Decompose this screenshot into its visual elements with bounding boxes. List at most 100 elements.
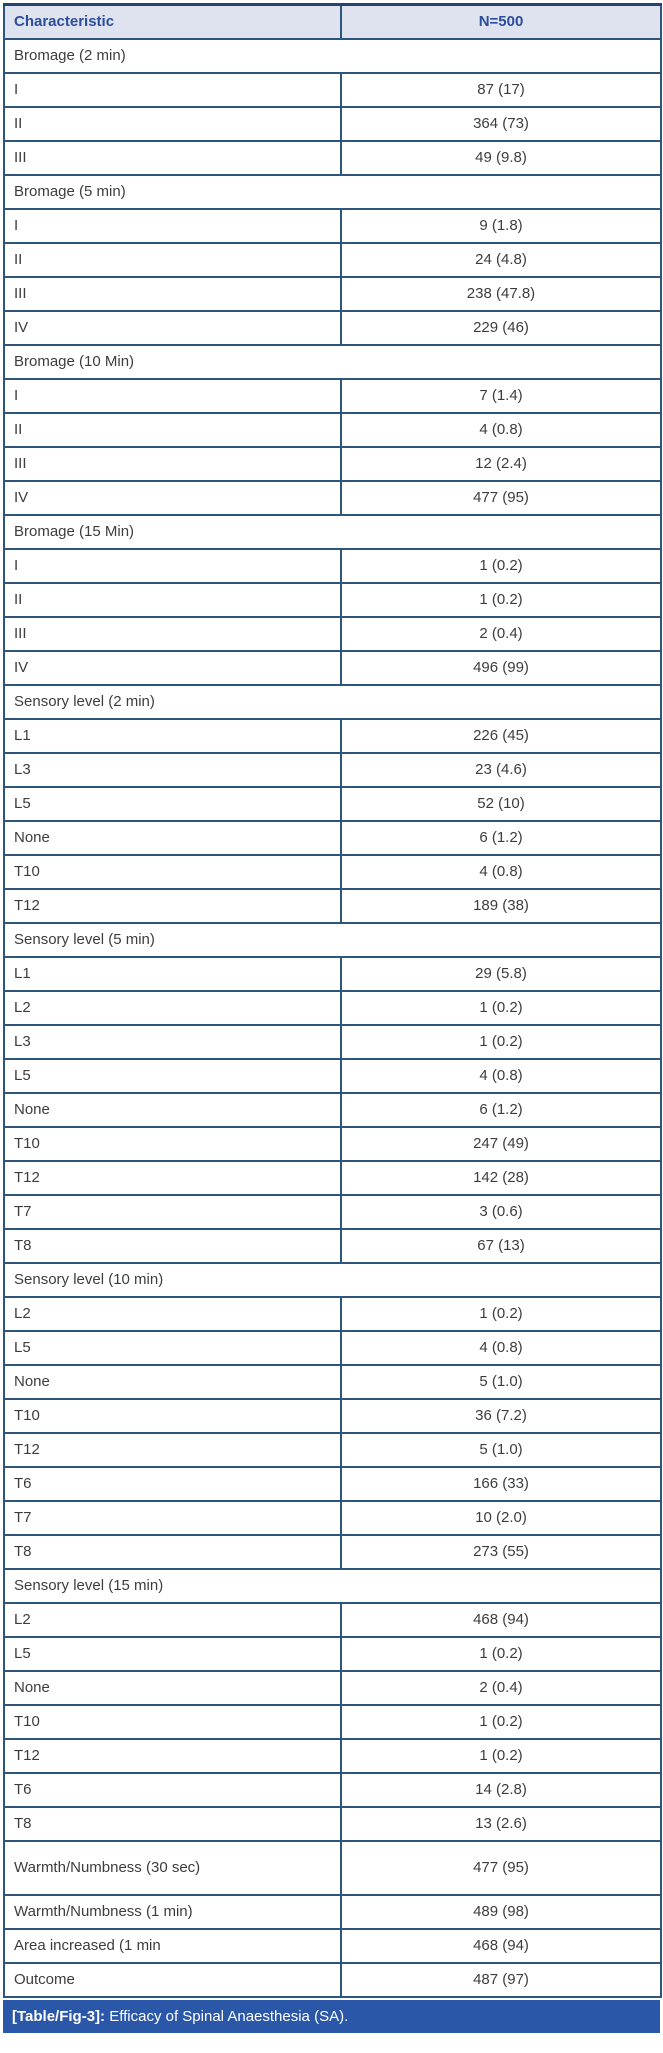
- row-label-cell: T6: [3, 1466, 342, 1502]
- section-label: Bromage (15 Min): [3, 514, 662, 550]
- row-label-cell: IV: [3, 310, 342, 346]
- row-value-cell: 1 (0.2): [340, 1024, 662, 1060]
- row-value-cell: 229 (46): [340, 310, 662, 346]
- data-row: III 12 (2.4): [3, 446, 662, 482]
- data-row: None 5 (1.0): [3, 1364, 662, 1400]
- row-label-cell: L5: [3, 1058, 342, 1094]
- data-row: L5 1 (0.2): [3, 1636, 662, 1672]
- row-value-cell: 5 (1.0): [340, 1364, 662, 1400]
- data-row: T7 10 (2.0): [3, 1500, 662, 1536]
- data-row: L3 23 (4.6): [3, 752, 662, 788]
- row-value-cell: 496 (99): [340, 650, 662, 686]
- row-value-cell: 468 (94): [340, 1928, 662, 1964]
- row-label-cell: I: [3, 548, 342, 584]
- section-row: Bromage (10 Min): [3, 344, 662, 380]
- row-label-cell: III: [3, 616, 342, 652]
- data-row: T6 14 (2.8): [3, 1772, 662, 1808]
- row-label-cell: T8: [3, 1806, 342, 1842]
- row-label-cell: L3: [3, 1024, 342, 1060]
- row-value-cell: 2 (0.4): [340, 1670, 662, 1706]
- row-label-cell: L1: [3, 718, 342, 754]
- data-row: III 238 (47.8): [3, 276, 662, 312]
- data-row: L2 1 (0.2): [3, 990, 662, 1026]
- section-row: Bromage (2 min): [3, 38, 662, 74]
- data-row: IV 477 (95): [3, 480, 662, 516]
- row-label-cell: T12: [3, 1738, 342, 1774]
- data-row: T7 3 (0.6): [3, 1194, 662, 1230]
- row-label-cell: L2: [3, 1602, 342, 1638]
- row-label-cell: T7: [3, 1500, 342, 1536]
- row-value-cell: 142 (28): [340, 1160, 662, 1196]
- data-row: L3 1 (0.2): [3, 1024, 662, 1060]
- row-label-cell: II: [3, 582, 342, 618]
- row-label-cell: T12: [3, 1160, 342, 1196]
- section-label: Bromage (10 Min): [3, 344, 662, 380]
- row-value-cell: 477 (95): [340, 1840, 662, 1896]
- data-row: T8 67 (13): [3, 1228, 662, 1264]
- row-label-cell: T8: [3, 1228, 342, 1264]
- data-row: T12 1 (0.2): [3, 1738, 662, 1774]
- row-label-cell: T10: [3, 854, 342, 890]
- section-label: Sensory level (10 min): [3, 1262, 662, 1298]
- row-value-cell: 10 (2.0): [340, 1500, 662, 1536]
- row-value-cell: 238 (47.8): [340, 276, 662, 312]
- row-label-cell: L2: [3, 1296, 342, 1332]
- data-row: L2 468 (94): [3, 1602, 662, 1638]
- section-row: Sensory level (5 min): [3, 922, 662, 958]
- row-value-cell: 1 (0.2): [340, 1738, 662, 1774]
- row-value-cell: 12 (2.4): [340, 446, 662, 482]
- row-label-cell: Warmth/Numbness (30 sec): [3, 1840, 342, 1896]
- row-label-cell: III: [3, 276, 342, 312]
- data-row: T10 1 (0.2): [3, 1704, 662, 1740]
- row-value-cell: 14 (2.8): [340, 1772, 662, 1808]
- data-row: T10 4 (0.8): [3, 854, 662, 890]
- row-label-cell: T10: [3, 1126, 342, 1162]
- row-label-cell: II: [3, 412, 342, 448]
- row-value-cell: 4 (0.8): [340, 1058, 662, 1094]
- row-value-cell: 468 (94): [340, 1602, 662, 1638]
- row-value-cell: 6 (1.2): [340, 820, 662, 856]
- data-row: I 87 (17): [3, 72, 662, 108]
- data-row: T10 247 (49): [3, 1126, 662, 1162]
- data-row: T8 13 (2.6): [3, 1806, 662, 1842]
- data-row: T6 166 (33): [3, 1466, 662, 1502]
- row-label-cell: L3: [3, 752, 342, 788]
- data-row: II 24 (4.8): [3, 242, 662, 278]
- row-label-cell: L5: [3, 1636, 342, 1672]
- row-value-cell: 1 (0.2): [340, 548, 662, 584]
- data-row: None 6 (1.2): [3, 1092, 662, 1128]
- row-value-cell: 87 (17): [340, 72, 662, 108]
- data-row: Warmth/Numbness (1 min) 489 (98): [3, 1894, 662, 1930]
- row-value-cell: 166 (33): [340, 1466, 662, 1502]
- data-row: T12 189 (38): [3, 888, 662, 924]
- data-row: Warmth/Numbness (30 sec) 477 (95): [3, 1840, 662, 1896]
- row-label-cell: Area increased (1 min: [3, 1928, 342, 1964]
- caption-text: Efficacy of Spinal Anaesthesia (SA).: [109, 2008, 349, 2025]
- row-label-cell: I: [3, 378, 342, 414]
- row-value-cell: 1 (0.2): [340, 582, 662, 618]
- row-value-cell: 49 (9.8): [340, 140, 662, 176]
- data-row: Area increased (1 min 468 (94): [3, 1928, 662, 1964]
- row-value-cell: 1 (0.2): [340, 1704, 662, 1740]
- row-label-cell: I: [3, 72, 342, 108]
- data-row: II 4 (0.8): [3, 412, 662, 448]
- row-value-cell: 3 (0.6): [340, 1194, 662, 1230]
- row-label-cell: L2: [3, 990, 342, 1026]
- row-value-cell: 24 (4.8): [340, 242, 662, 278]
- data-row: L5 52 (10): [3, 786, 662, 822]
- row-label-cell: III: [3, 446, 342, 482]
- row-value-cell: 364 (73): [340, 106, 662, 142]
- row-label-cell: L5: [3, 1330, 342, 1366]
- row-value-cell: 7 (1.4): [340, 378, 662, 414]
- data-row: IV 496 (99): [3, 650, 662, 686]
- row-label-cell: T8: [3, 1534, 342, 1570]
- row-value-cell: 13 (2.6): [340, 1806, 662, 1842]
- data-row: L1 29 (5.8): [3, 956, 662, 992]
- data-row: III 2 (0.4): [3, 616, 662, 652]
- row-label-cell: T10: [3, 1398, 342, 1434]
- row-label-cell: T12: [3, 1432, 342, 1468]
- section-row: Bromage (15 Min): [3, 514, 662, 550]
